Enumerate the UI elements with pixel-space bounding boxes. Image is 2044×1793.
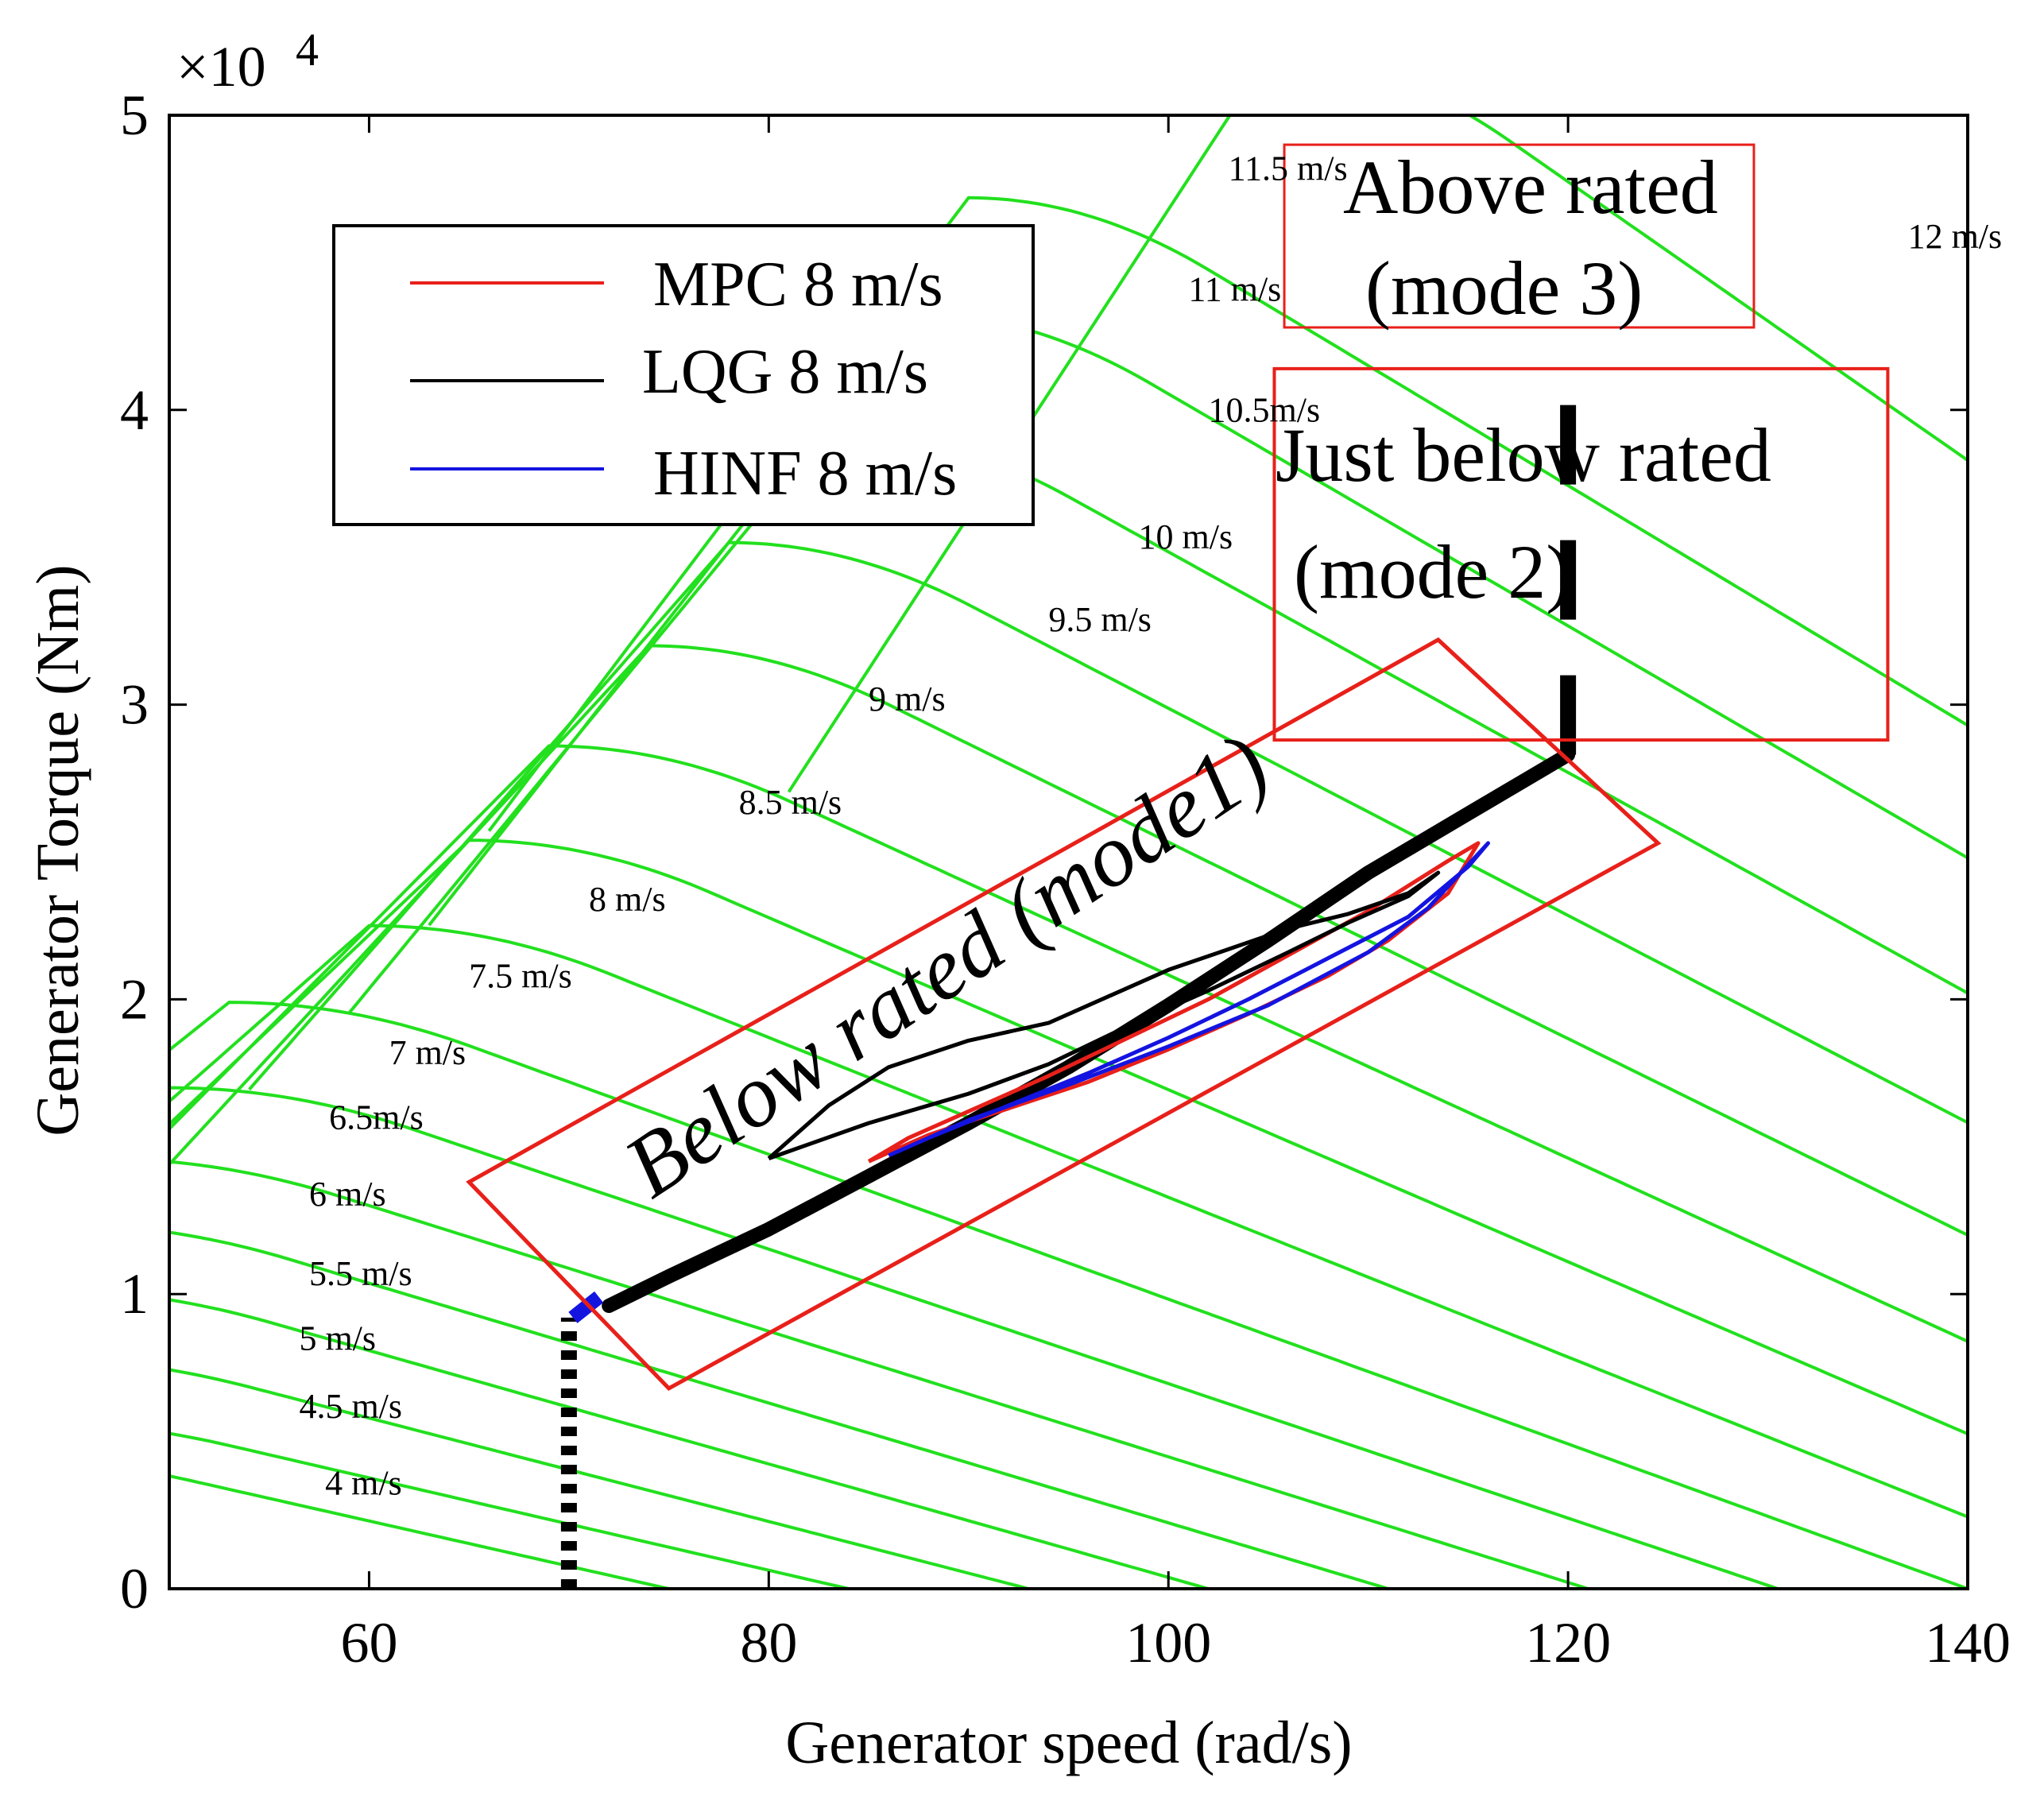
wind-speed-label: 4.5 m/s [299,1387,402,1426]
mode2-label-line1: Just below rated [1276,412,1771,498]
wind-speed-label: 9 m/s [869,680,946,718]
legend: MPC 8 m/s LQG 8 m/s HINF 8 m/s [332,224,1035,526]
mode2-label-line2: (mode 2) [1294,529,1571,614]
wind-curve [248,540,1968,1125]
wind-speed-label: 8 m/s [589,880,666,919]
wind-speed-label: 9.5 m/s [1048,600,1152,639]
x-tick-label: 60 [340,1611,397,1675]
wind-curve [169,924,1968,1519]
mode1-box [466,637,1662,1392]
y-tick-label: 4 [120,378,149,442]
hinf-start-marker [568,1291,604,1323]
y-exponent-base: ×10 [176,35,266,99]
wind-speed-label: 11 m/s [1188,270,1281,309]
y-exponent-power: 4 [296,24,319,76]
controller-loop [867,841,1481,1164]
wind-curve [487,196,1968,832]
wind-speed-label: 7 m/s [389,1033,466,1072]
wind-speed-label: 4 m/s [325,1463,402,1502]
mode3-label-line1: Above rated [1343,145,1718,230]
wind-speed-labels: 4 m/s 4.5 m/s 5 m/s 5.5 m/s 6 m/s 6.5m/s 7 m/s… [299,149,2002,1503]
wind-speed-label: 10.5m/s [1209,391,1321,430]
wind-curve [169,1431,850,1589]
wind-speed-label: 12 m/s [1908,217,2003,256]
wind-speed-label: 11.5 m/s [1229,149,1348,188]
legend-box [332,224,1035,526]
wind-speed-label: 8.5 m/s [739,783,842,822]
controller-loop [888,841,1490,1158]
wind-curve [169,838,1968,1436]
wind-curve [169,1086,1779,1589]
wind-curve [169,1160,1589,1589]
x-tick-label: 120 [1525,1611,1611,1675]
wind-curve [169,1230,1389,1589]
wind-curve [169,1368,1029,1589]
wind-speed-label: 10 m/s [1139,517,1233,556]
mode3-label-line2: (mode 3) [1365,246,1643,331]
x-tick-label: 80 [740,1611,797,1675]
y-tick-label: 5 [120,83,149,147]
controller-loops [767,841,1490,1164]
y-tick-label: 2 [120,967,149,1031]
legend-label-mpc: MPC 8 m/s [653,250,943,319]
legend-label-lqg: LQG 8 m/s [642,337,928,407]
wind-speed-label: 6 m/s [309,1175,386,1214]
mode3-box [1283,143,1756,329]
wind-speed-label: 6.5m/s [329,1098,424,1137]
controller-loop [767,870,1441,1160]
wind-curve [169,744,1968,1343]
mode-boxes [466,143,1890,1392]
wind-speed-label: 7.5 m/s [469,957,572,996]
mode2-box [1272,366,1890,742]
wind-speed-label: 5 m/s [299,1319,376,1358]
wind-speed-label: 5.5 m/s [309,1254,412,1293]
legend-label-hinf: HINF 8 m/s [653,439,957,509]
y-tick-label: 1 [120,1262,149,1326]
axis-ticks: 60 80 100 120 140 0 1 2 3 4 5 [120,83,2011,1675]
y-axis-title: Generator Torque (Nm) [25,564,91,1136]
wind-curve [169,1474,670,1589]
x-tick-label: 100 [1125,1611,1211,1675]
wind-curve [169,1298,1210,1589]
x-axis-title: Generator speed (rad/s) [785,1710,1352,1776]
x-tick-label: 140 [1925,1611,2011,1675]
y-tick-label: 3 [120,673,149,737]
y-tick-label: 0 [120,1557,149,1621]
plot-frame [168,114,1969,1590]
